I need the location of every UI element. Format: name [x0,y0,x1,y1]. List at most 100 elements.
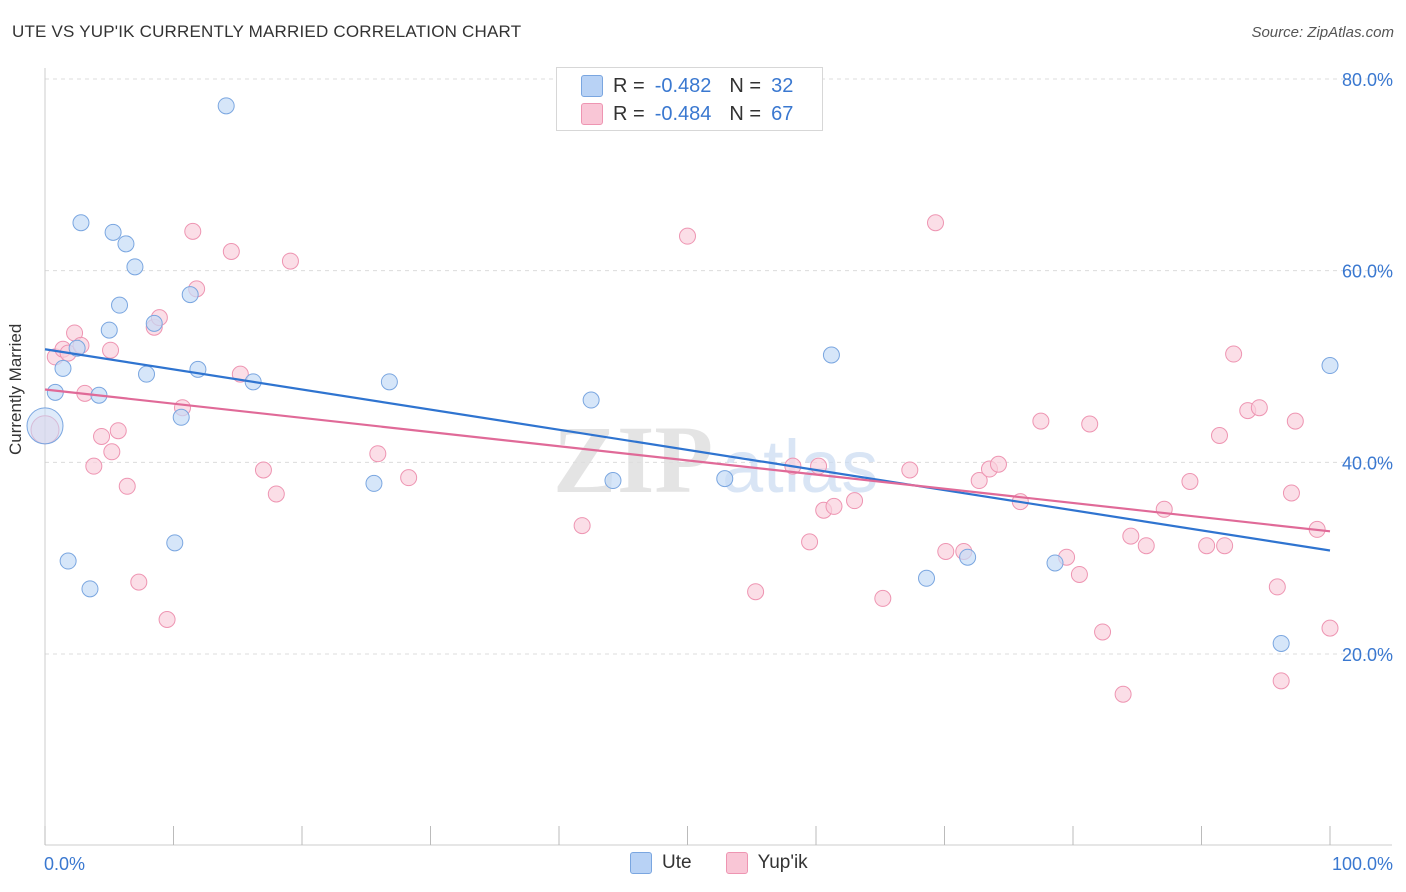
ute-point [1046,554,1064,572]
ute-point [166,534,184,552]
yupik-point [1210,427,1228,444]
yupik-point [281,252,299,270]
ute-point [81,580,99,598]
yupik-point [103,443,121,461]
legend-row-ute: R = -0.482 N = 32 [581,75,793,97]
axes [44,68,1392,846]
correlation-legend: R = -0.482 N = 32 R = -0.484 N = 67 [556,67,823,131]
legend-n-value: 67 [771,102,794,125]
ute-point [59,552,77,570]
ute-point [117,235,135,253]
yupik-point [937,542,955,560]
yupik-point [901,461,919,479]
legend-n-label: N = [729,74,762,97]
ute-point [365,474,383,492]
yupik-point [927,214,945,232]
yupik-point [109,422,127,440]
series-label-ute: Ute [662,852,692,873]
legend-swatch-yupik [581,103,603,125]
y-tick-label: 40.0% [1342,453,1393,473]
yupik-point [1272,672,1290,690]
legend-n-value: 32 [771,74,794,97]
ute-point [138,365,156,383]
yupik-point [825,497,843,515]
x-tick-label: 0.0% [44,854,85,874]
legend-row-yupik: R = -0.484 N = 67 [581,103,793,125]
yupik-point [184,222,202,240]
ute-point [26,407,64,445]
ute-point [217,97,235,115]
ute-point [1321,357,1339,375]
yupik-point [1321,619,1339,637]
trend-lines [44,348,1331,552]
yupik-point [679,227,696,245]
series-ute-points [26,97,1339,652]
yupik-point [222,243,240,260]
ute-trend-line [44,348,1331,552]
ute-point [54,359,72,377]
ute-point [181,286,199,304]
ute-point [822,346,840,364]
yupik-point [747,583,765,601]
tick-labels: 20.0% 40.0% 60.0% 80.0% 0.0% 100.0% [44,70,1393,874]
watermark: ZIP atlas [553,406,878,513]
ute-point [100,321,118,339]
yupik-point [85,457,103,475]
yupik-point [1032,412,1050,430]
ute-point [72,214,90,232]
yupik-point [158,611,176,628]
yupik-point [369,445,387,463]
yupik-point [989,455,1007,473]
ute-point [111,296,129,314]
yupik-point [1081,415,1099,433]
yupik-point [1181,473,1199,490]
series-legend-yupik[interactable]: Yup'ik [725,852,808,874]
legend-r-label: R = [613,102,645,125]
ute-point [959,548,977,566]
yupik-point [1198,537,1216,555]
yupik-point [118,477,136,495]
ute-point [46,383,64,401]
yupik-point [846,492,864,510]
series-label-yupik: Yup'ik [757,852,808,873]
series-swatch-yupik [725,852,748,874]
yupik-point [1137,537,1155,555]
series-yupik-points [30,214,1339,703]
grid-lines [45,78,1392,655]
data-points [26,97,1339,703]
series-swatch-ute [630,852,652,874]
y-axis-label: Currently Married [6,323,25,455]
yupik-point [1268,578,1286,596]
yupik-point [1122,527,1140,545]
yupik-trend-line [44,388,1331,533]
yupik-point [1070,565,1088,583]
legend-r-value: -0.482 [654,74,712,97]
legend-r-value: -0.484 [654,102,712,125]
ute-point [126,258,144,276]
legend-swatch-ute [581,75,603,97]
yupik-point [93,427,111,445]
yupik-point [573,517,591,535]
ute-point [716,470,734,488]
yupik-point [267,485,285,503]
yupik-point [102,341,120,359]
series-legend-ute[interactable]: Ute [630,852,692,874]
yupik-point [1282,484,1300,502]
ute-point [918,569,936,587]
legend-n-label: N = [729,102,762,125]
yupik-point [970,472,988,490]
ute-point [1272,634,1290,652]
yupik-point [801,533,819,551]
y-tick-label: 60.0% [1342,262,1393,282]
yupik-point [874,589,892,607]
source-note: Source: ZipAtlas.com [1251,24,1394,41]
x-tick-label: 100.0% [1332,854,1393,874]
ute-point [104,223,122,241]
ute-point [582,391,600,409]
y-tick-label: 20.0% [1342,645,1393,665]
yupik-point [1286,412,1304,430]
yupik-point [400,469,418,487]
yupik-point [1155,500,1173,518]
yupik-point [1216,537,1234,555]
